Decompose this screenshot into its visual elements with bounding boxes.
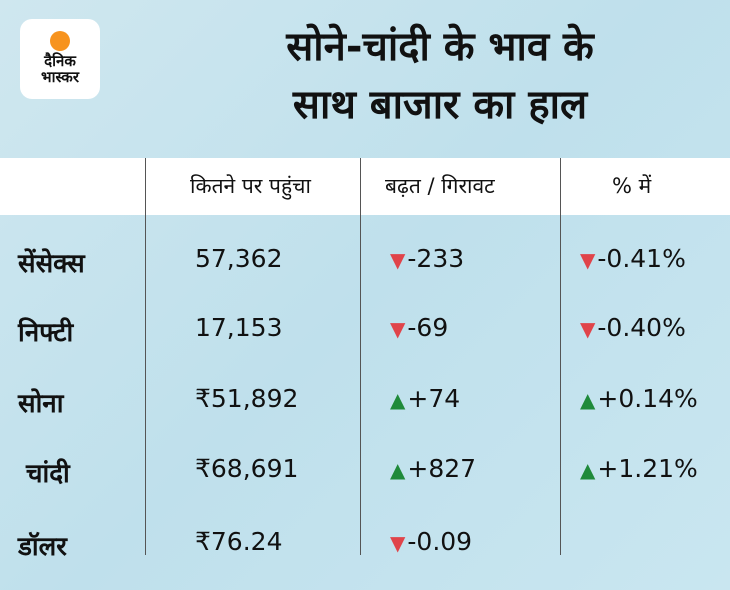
dainik-bhaskar-logo: दैनिक भास्कर [20,19,100,99]
table-row-name: चांदी [26,454,70,490]
divider [560,158,561,555]
row-name: सेंसेक्स [18,249,85,279]
down-arrow-icon: ▼ [580,248,596,272]
table-row-percent: ▼-0.41% [580,244,686,273]
table-row-value: ₹68,691 [195,454,298,483]
title-line2: साथ बाजार का हाल [292,82,588,128]
row-value: ₹76.24 [195,527,283,556]
row-percent: -0.40% [597,313,686,342]
table-row-percent: ▲+0.14% [580,384,698,413]
table-header [0,158,730,215]
row-name: डॉलर [18,532,67,562]
table-row-change: ▲+827 [390,454,476,483]
table-row-change: ▼-69 [390,313,448,342]
down-arrow-icon: ▼ [390,531,406,555]
row-name: निफ्टी [18,318,74,348]
up-arrow-icon: ▲ [580,388,596,412]
up-arrow-icon: ▲ [390,388,406,412]
row-value: ₹51,892 [195,384,299,413]
table-row-name: डॉलर [18,527,67,563]
down-arrow-icon: ▼ [390,248,406,272]
row-value: 17,153 [195,313,283,342]
title-line1: सोने-चांदी के भाव के [286,24,594,70]
logo-text-line1: दैनिक [44,52,76,70]
row-change: -0.09 [407,527,473,556]
row-percent: -0.41% [597,244,686,273]
header-value: कितने पर पहुंचा [190,174,311,198]
table-row-name: सेंसेक्स [18,244,85,280]
up-arrow-icon: ▲ [580,458,596,482]
header-change: बढ़त / गिरावट [385,174,495,198]
row-percent: +1.21% [597,454,698,483]
table-row-value: 57,362 [195,244,282,273]
row-percent: +0.14% [597,384,698,413]
row-change: +827 [407,454,477,483]
sun-icon [50,31,70,51]
table-row-name: निफ्टी [18,313,73,349]
table-row-value: ₹51,892 [195,384,298,413]
logo-text-line2: भास्कर [41,68,79,86]
header-percent: % में [612,174,652,198]
table-row-percent: ▲+1.21% [580,454,698,483]
row-change: +74 [407,384,461,413]
row-change: -233 [407,244,465,273]
divider [145,158,146,555]
row-change: -69 [407,313,449,342]
table-row-value: ₹76.24 [195,527,282,556]
row-value: ₹68,691 [195,454,299,483]
down-arrow-icon: ▼ [580,317,596,341]
row-name: सोना [18,389,64,419]
up-arrow-icon: ▲ [390,458,406,482]
table-row-percent: ▼-0.40% [580,313,686,342]
table-row-change: ▲+74 [390,384,460,413]
table-row-name: सोना [18,384,63,420]
table-row-value: 17,153 [195,313,282,342]
table-row-change: ▼-233 [390,244,464,273]
page-title: सोने-चांदी के भाव के साथ बाजार का हाल [150,18,730,134]
divider [360,158,361,555]
down-arrow-icon: ▼ [390,317,406,341]
table-row-change: ▼-0.09 [390,527,472,556]
row-value: 57,362 [195,244,283,273]
row-name: चांदी [26,459,70,489]
